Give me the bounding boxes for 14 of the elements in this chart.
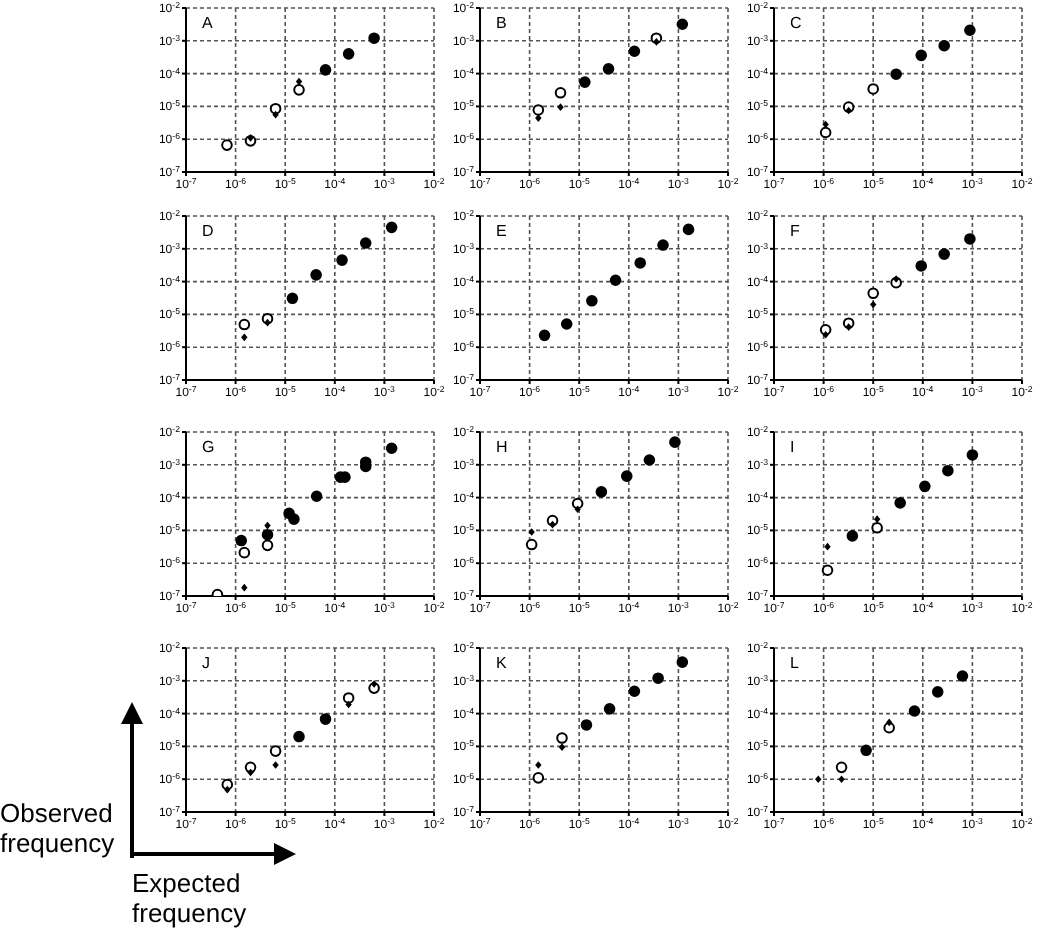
chart-title: I (790, 438, 795, 456)
chart-title: E (496, 222, 507, 240)
y-axis-title: Observed frequency (0, 798, 117, 858)
chart-title: K (496, 654, 507, 672)
x-axis-title: Expected frequency (132, 868, 249, 928)
chart-title: D (202, 222, 214, 240)
chart-title: C (790, 14, 802, 32)
chart-title: F (790, 222, 800, 240)
chart-title: A (202, 14, 213, 32)
chart-title: L (790, 654, 799, 672)
chart-title: J (202, 654, 210, 672)
chart-title: G (202, 438, 215, 456)
chart-title: B (496, 14, 507, 32)
chart-title: H (496, 438, 508, 456)
